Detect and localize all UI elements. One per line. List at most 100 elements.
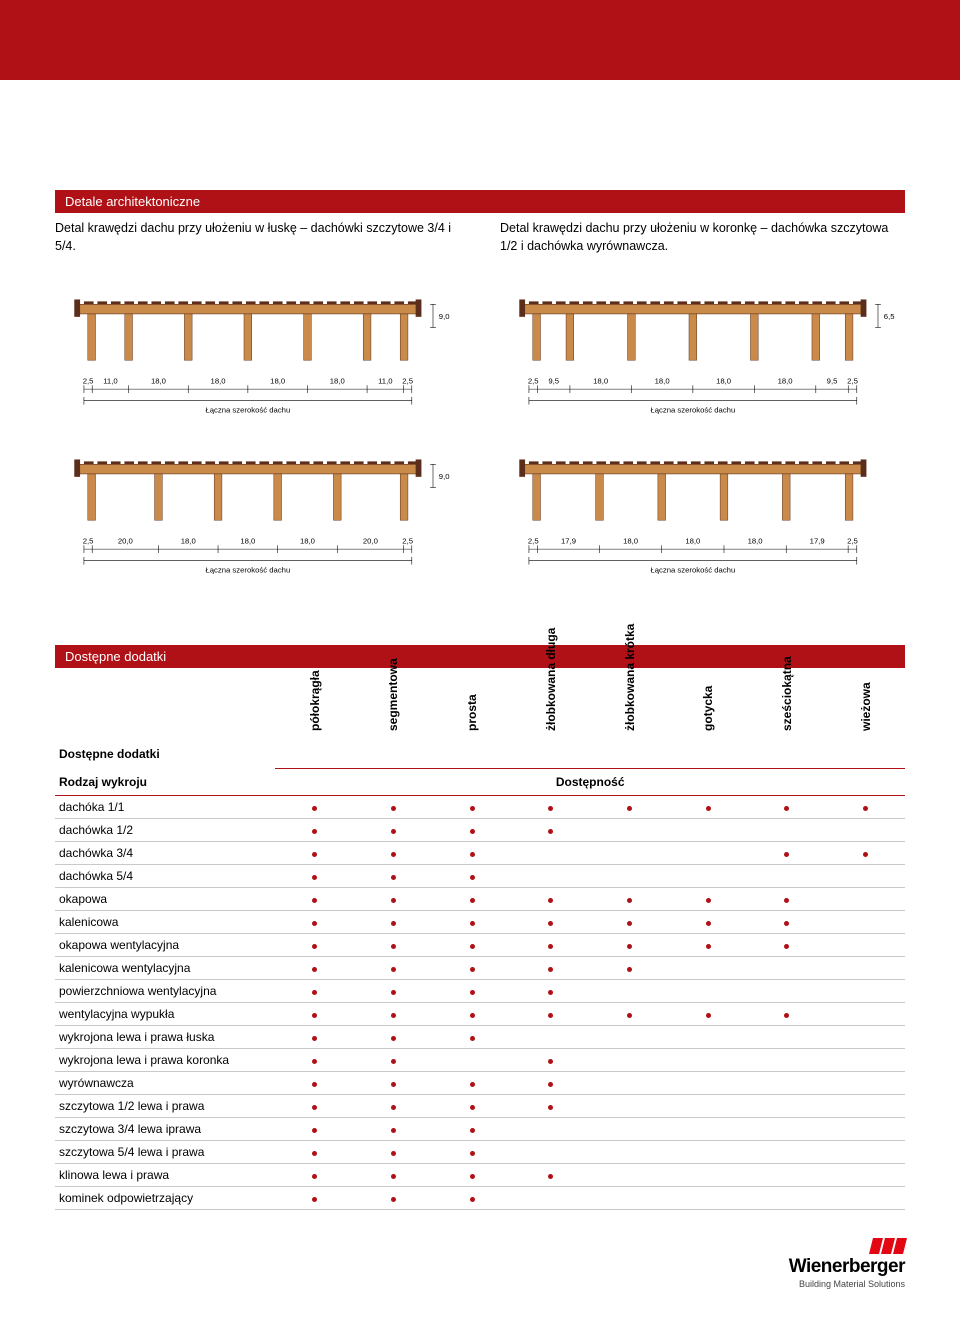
- diagram-2-left: 2,520,018,018,018,020,02,5Łączna szeroko…: [55, 445, 460, 585]
- table-row: powierzchniowa wentylacyjna: [55, 980, 905, 1003]
- availability-cell: [669, 1164, 748, 1187]
- availability-cell: [511, 842, 590, 865]
- addons-block: Dostępne dodatki Dostępne dodatki półokr…: [55, 645, 905, 1210]
- availability-cell: [354, 865, 433, 888]
- svg-text:9,5: 9,5: [548, 377, 559, 386]
- diagram-1-right: 2,59,518,018,018,018,09,52,5Łączna szero…: [500, 285, 905, 425]
- table-row: szczytowa 5/4 lewa i prawa: [55, 1141, 905, 1164]
- availability-cell: [511, 888, 590, 911]
- availability-cell: [590, 934, 669, 957]
- availability-cell: [275, 1072, 354, 1095]
- svg-text:2,5: 2,5: [528, 537, 539, 546]
- availability-cell: [669, 980, 748, 1003]
- row-name: klinowa lewa i prawa: [55, 1164, 275, 1187]
- availability-cell: [826, 1026, 905, 1049]
- availability-cell: [433, 1026, 512, 1049]
- availability-cell: [826, 1049, 905, 1072]
- svg-text:2,5: 2,5: [83, 377, 94, 386]
- availability-cell: [748, 1049, 827, 1072]
- table-row: dachówka 3/4: [55, 842, 905, 865]
- table-row: klinowa lewa i prawa: [55, 1164, 905, 1187]
- availability-cell: [826, 842, 905, 865]
- availability-cell: [748, 1095, 827, 1118]
- table-row: wykrojona lewa i prawa łuska: [55, 1026, 905, 1049]
- availability-cell: [511, 1164, 590, 1187]
- svg-text:11,0: 11,0: [378, 377, 392, 386]
- footer: Wienerberger Building Material Solutions: [0, 1210, 960, 1313]
- availability-cell: [275, 911, 354, 934]
- availability-cell: [275, 819, 354, 842]
- availability-cell: [433, 980, 512, 1003]
- availability-cell: [826, 819, 905, 842]
- availability-cell: [826, 980, 905, 1003]
- availability-cell: [590, 1095, 669, 1118]
- svg-text:Łączna szerokość dachu: Łączna szerokość dachu: [650, 566, 735, 575]
- availability-cell: [748, 1164, 827, 1187]
- availability-cell: [433, 1049, 512, 1072]
- availability-cell: [590, 980, 669, 1003]
- availability-cell: [826, 1095, 905, 1118]
- table-row: kalenicowa wentylacyjna: [55, 957, 905, 980]
- svg-text:18,0: 18,0: [330, 377, 345, 386]
- availability-cell: [748, 819, 827, 842]
- diagram-1-left: 2,511,018,018,018,018,011,02,5Łączna sze…: [55, 285, 460, 425]
- availability-cell: [275, 796, 354, 819]
- svg-text:18,0: 18,0: [151, 377, 166, 386]
- availability-cell: [669, 888, 748, 911]
- svg-text:18,0: 18,0: [270, 377, 285, 386]
- availability-cell: [590, 796, 669, 819]
- availability-cell: [354, 1003, 433, 1026]
- availability-cell: [511, 980, 590, 1003]
- svg-text:18,0: 18,0: [240, 537, 255, 546]
- availability-cell: [511, 1095, 590, 1118]
- availability-cell: [354, 1026, 433, 1049]
- row-name: wentylacyjna wypukła: [55, 1003, 275, 1026]
- availability-cell: [826, 1187, 905, 1210]
- availability-cell: [826, 934, 905, 957]
- availability-cell: [275, 980, 354, 1003]
- svg-text:9,0: 9,0: [439, 472, 450, 481]
- availability-cell: [433, 842, 512, 865]
- availability-cell: [748, 888, 827, 911]
- availability-cell: [748, 934, 827, 957]
- availability-cell: [433, 1187, 512, 1210]
- availability-cell: [275, 888, 354, 911]
- availability-cell: [354, 980, 433, 1003]
- row-name: dachóka 1/1: [55, 796, 275, 819]
- table-row: kalenicowa: [55, 911, 905, 934]
- availability-cell: [354, 911, 433, 934]
- availability-cell: [275, 1118, 354, 1141]
- brand-tagline: Building Material Solutions: [789, 1279, 905, 1289]
- availability-cell: [354, 1095, 433, 1118]
- diagrams-area: 2,5 11,0 18,0 18,0 18,0 18,0 11,0 2,5 Łączna sze…: [55, 285, 905, 585]
- availability-cell: [826, 888, 905, 911]
- column-header: wieżowa: [826, 674, 905, 769]
- svg-text:18,0: 18,0: [211, 377, 226, 386]
- availability-cell: [590, 957, 669, 980]
- svg-text:18,0: 18,0: [778, 377, 793, 386]
- availability-cell: [590, 1118, 669, 1141]
- availability-cell: [354, 957, 433, 980]
- addons-table: Dostępne dodatki półokrągłasegmentowapro…: [55, 674, 905, 1210]
- availability-cell: [826, 1003, 905, 1026]
- availability-cell: [748, 1003, 827, 1026]
- availability-cell: [433, 1141, 512, 1164]
- availability-cell: [354, 796, 433, 819]
- svg-text:17,9: 17,9: [561, 537, 576, 546]
- column-header: półokrągła: [275, 674, 354, 769]
- svg-text:Łączna szerokość dachu: Łączna szerokość dachu: [205, 406, 290, 415]
- column-header: prosta: [433, 674, 512, 769]
- svg-text:11,0: 11,0: [103, 377, 117, 386]
- availability-cell: [275, 1026, 354, 1049]
- availability-cell: [826, 1072, 905, 1095]
- availability-cell: [511, 796, 590, 819]
- availability-cell: [433, 865, 512, 888]
- availability-cell: [669, 1003, 748, 1026]
- svg-text:18,0: 18,0: [716, 377, 731, 386]
- availability-cell: [669, 819, 748, 842]
- availability-cell: [748, 1072, 827, 1095]
- availability-cell: [826, 865, 905, 888]
- availability-cell: [511, 1187, 590, 1210]
- table-subhead-row: Rodzaj wykroju Dostępność: [55, 769, 905, 796]
- svg-text:2,5: 2,5: [83, 537, 94, 546]
